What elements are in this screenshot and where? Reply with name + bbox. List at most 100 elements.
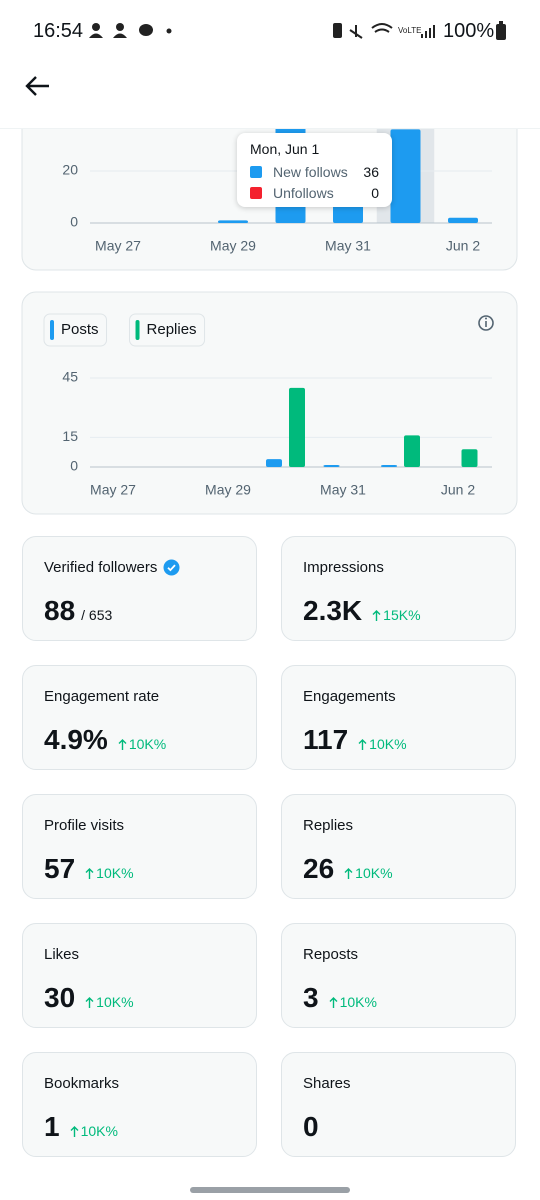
up-arrow: [70, 1126, 79, 1137]
x-tick-label: May 31: [320, 482, 366, 498]
stat-value: 1: [44, 1111, 60, 1142]
up-arrow: [85, 997, 94, 1008]
bar: [461, 449, 478, 467]
stat-change-value: 10K%: [339, 994, 377, 1010]
stat-change-value: 10K%: [96, 865, 134, 881]
stat-label: Replies: [303, 817, 354, 834]
battery-level: 100%: [443, 20, 495, 42]
y-tick-label: 0: [70, 214, 78, 230]
stat-value-row: 1 10K%: [44, 1111, 118, 1143]
tooltip-title: Mon, Jun 1: [250, 141, 320, 157]
y-tick-label: 15: [62, 428, 78, 444]
clock: 16:54: [33, 20, 84, 42]
stat-value-row: 0: [303, 1111, 319, 1143]
stat-card[interactable]: Shares 0: [281, 1052, 516, 1157]
bar: [381, 465, 397, 467]
stat-change-value: 10K%: [96, 994, 134, 1010]
stat-card[interactable]: Engagements 117 10K%: [281, 665, 516, 770]
y-tick-label: 0: [70, 458, 78, 474]
stat-card[interactable]: Bookmarks 1 10K%: [22, 1052, 257, 1157]
info-icon: [485, 317, 487, 320]
legend-swatch: [50, 320, 54, 340]
stat-card[interactable]: Engagement rate 4.9% 10K%: [22, 665, 257, 770]
y-tick-label: 20: [62, 162, 78, 178]
info-icon[interactable]: [478, 315, 494, 331]
stat-value: 117: [303, 724, 349, 755]
up-arrow: [372, 610, 381, 621]
x-tick-label: Jun 2: [441, 482, 475, 498]
stat-value-row: 30 10K%: [44, 982, 134, 1014]
up-arrow: [329, 997, 338, 1008]
tooltip-label: Unfollows: [273, 185, 334, 201]
stat-change: 10K%: [329, 994, 377, 1010]
stat-label: Profile visits: [44, 817, 125, 834]
stat-label: Shares: [303, 1075, 351, 1092]
bar: [218, 220, 248, 223]
stat-card[interactable]: Verified followers 88 / 653: [22, 536, 257, 641]
home-indicator: [190, 1187, 350, 1193]
bar: [404, 435, 420, 467]
stat-value-row: 88 / 653: [44, 595, 112, 627]
tooltip-value: 0: [371, 185, 379, 201]
legend-label: Posts: [61, 321, 99, 338]
tooltip-label: New follows: [273, 164, 348, 180]
legend-chip[interactable]: [129, 313, 206, 347]
stat-change: 10K%: [85, 994, 134, 1010]
stat-label: Likes: [44, 946, 80, 963]
stat-label: Engagements: [303, 688, 396, 705]
stat-value: 88: [44, 595, 76, 626]
tooltip-value: 36: [363, 164, 379, 180]
stat-card[interactable]: Replies 26 10K%: [281, 794, 516, 899]
stat-value-row: 117 10K%: [303, 724, 407, 756]
tooltip-swatch: [250, 187, 262, 199]
bar: [266, 459, 282, 467]
stat-value: 30: [44, 982, 76, 1013]
up-arrow: [85, 868, 94, 879]
up-arrow: [344, 868, 353, 879]
stat-card[interactable]: Reposts 3 10K%: [281, 923, 516, 1028]
x-tick-label: May 31: [325, 238, 371, 254]
stat-card[interactable]: Likes 30 10K%: [22, 923, 257, 1028]
stat-value: 26: [303, 853, 335, 884]
bar: [448, 217, 478, 223]
bar: [289, 387, 305, 467]
stat-value: 57: [44, 853, 76, 884]
x-tick-label: Jun 2: [446, 238, 480, 254]
stat-value: 4.9%: [44, 724, 108, 755]
stat-change-value: 10K%: [369, 736, 407, 752]
stat-change-value: 10K%: [128, 736, 167, 752]
legend-chip[interactable]: [43, 313, 108, 347]
header: 16:54 VoLTE 100%: [0, 0, 540, 129]
stat-change: 10K%: [344, 865, 393, 881]
stat-value-row: 2.3K 15K%: [303, 595, 421, 627]
stat-label: Verified followers: [44, 559, 158, 576]
stat-card[interactable]: Profile visits 57 10K%: [22, 794, 257, 899]
chart-card: [21, 291, 518, 515]
up-arrow: [358, 739, 367, 750]
x-tick-label: May 27: [95, 238, 141, 254]
stat-value-row: 3 10K%: [303, 982, 377, 1014]
bar: [390, 129, 421, 223]
stat-value: 3: [303, 982, 319, 1013]
stat-card[interactable]: Impressions 2.3K 15K%: [281, 536, 516, 641]
legend-label: Replies: [147, 321, 197, 338]
stat-value-row: 57 10K%: [44, 853, 134, 885]
x-tick-label: May 29: [205, 482, 251, 498]
stat-total: / 653: [81, 607, 113, 623]
stat-label: Reposts: [303, 946, 359, 963]
stat-change-value: 10K%: [80, 1123, 118, 1139]
up-arrow: [118, 739, 127, 750]
stat-change: 15K%: [372, 607, 421, 623]
back-button[interactable]: [24, 74, 52, 98]
y-tick-label: 45: [62, 369, 78, 385]
stat-change: 10K%: [70, 1123, 118, 1139]
svg-text:VoLTE: VoLTE: [398, 26, 421, 35]
tooltip-swatch: [250, 166, 262, 178]
battery-icon: [496, 21, 506, 40]
stat-value-row: 4.9% 10K%: [44, 724, 166, 756]
x-tick-label: May 27: [90, 482, 136, 498]
bar: [323, 465, 340, 467]
stat-label: Bookmarks: [44, 1075, 120, 1092]
stat-value: 2.3K: [303, 595, 363, 626]
